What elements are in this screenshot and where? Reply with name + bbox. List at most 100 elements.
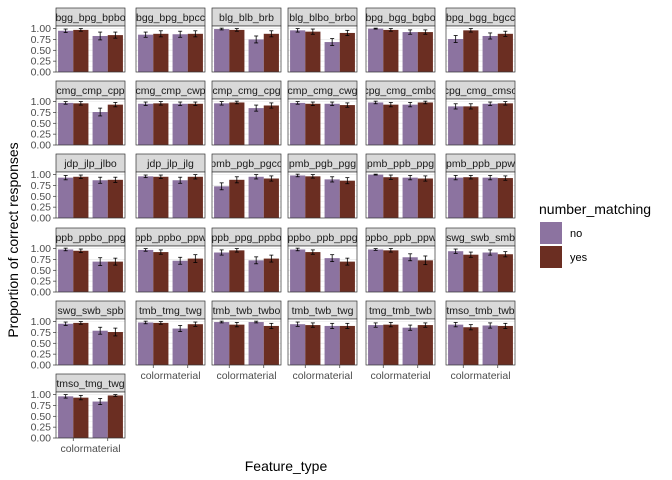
bar — [107, 104, 123, 145]
bar — [172, 180, 188, 218]
panel-border — [211, 171, 282, 219]
bar — [497, 103, 513, 145]
y-tick-label: 0.25 — [31, 276, 52, 288]
facet-label: tmso_tmg_twg — [56, 378, 124, 390]
facet-label: blg_blb_brb — [219, 12, 274, 24]
bar — [73, 397, 89, 438]
y-tick-label: 0.50 — [31, 191, 52, 203]
facet-panel: tmb_tmg_twg colormaterial — [135, 300, 206, 382]
panel-border — [55, 25, 126, 73]
facet-panel: jdp_jlp_jlbo 0.000.250.500.751.00 — [31, 153, 126, 225]
y-tick-label: 1.00 — [31, 243, 52, 255]
panel-border — [445, 171, 516, 219]
x-tick-label: colormaterial — [292, 370, 352, 382]
panel-border — [445, 245, 516, 293]
bar — [417, 325, 433, 365]
y-tick-label: 1.00 — [31, 316, 52, 328]
y-tick-label: 0.75 — [31, 254, 52, 266]
y-tick-label: 0.25 — [31, 56, 52, 68]
panel-border — [135, 25, 206, 73]
bar — [107, 179, 123, 218]
bar — [138, 322, 154, 365]
bar — [290, 324, 306, 365]
facet-label: bpg_bgg_bgbo — [365, 12, 435, 24]
bar — [138, 249, 154, 292]
y-tick-label: 0.75 — [31, 327, 52, 339]
facet-panel: tmso_tmb_twb colormaterial — [445, 300, 516, 382]
bar — [339, 325, 355, 365]
bar — [417, 178, 433, 218]
facet-label: bgg_bpg_bpbo — [55, 12, 125, 24]
bar — [383, 250, 399, 292]
facet-panel: bpg_bgg_bgbo — [365, 7, 436, 73]
bar — [107, 261, 123, 292]
y-tick-label: 0.50 — [31, 118, 52, 130]
x-axis-title: Feature_type — [245, 458, 328, 474]
facet-label: jdp_jlp_jlbo — [63, 158, 117, 170]
bar — [402, 257, 418, 292]
facet-label: bpg_bgg_bgcc — [446, 12, 515, 24]
bar — [248, 260, 264, 292]
bar — [339, 261, 355, 292]
facet-label: tmb_tmg_twg — [139, 305, 202, 317]
y-tick-label: 0.75 — [31, 34, 52, 46]
bar — [290, 30, 306, 72]
bar — [58, 30, 74, 73]
bar — [248, 108, 264, 145]
bar — [482, 35, 498, 72]
x-tick-label: colormaterial — [370, 370, 430, 382]
bar — [73, 250, 89, 292]
bar — [214, 322, 230, 365]
panel-border — [365, 25, 436, 73]
x-tick-label: colormaterial — [60, 443, 120, 455]
facet-panel: tmb_twb_twg colormaterial — [287, 300, 358, 382]
y-tick-label: 0.75 — [31, 180, 52, 192]
legend-title: number_matching — [539, 201, 651, 217]
bar — [107, 332, 123, 365]
bar — [497, 254, 513, 292]
bar — [339, 32, 355, 72]
x-tick-label: colormaterial — [450, 370, 510, 382]
bar — [73, 29, 89, 72]
legend-key — [540, 246, 562, 268]
panel-border — [211, 318, 282, 366]
bar — [92, 35, 108, 72]
bar — [482, 252, 498, 292]
bar — [153, 176, 169, 218]
y-tick-label: 0.50 — [31, 411, 52, 423]
facet-label: pmb_pgb_pgg — [289, 158, 356, 170]
y-tick-label: 0.25 — [31, 129, 52, 141]
y-tick-label: 0.00 — [31, 67, 52, 79]
y-tick-label: 0.50 — [31, 338, 52, 350]
bar — [172, 103, 188, 145]
facet-panel: ppb_ppbo_ppg 0.000.250.500.751.00 — [31, 227, 126, 299]
facet-panel: tmb_twb_twbo colormaterial — [211, 300, 282, 382]
bar — [214, 252, 230, 292]
bar — [497, 33, 513, 72]
bar — [463, 106, 479, 145]
bar — [248, 176, 264, 218]
facet-label: swg_swb_spb — [58, 305, 124, 317]
legend: number_matching no yes — [539, 201, 651, 268]
y-tick-label: 0.00 — [31, 360, 52, 372]
facet-label: pmb_ppb_ppw — [446, 158, 515, 170]
x-tick-label: colormaterial — [216, 370, 276, 382]
facet-panel: tmg_tmb_twb colormaterial — [365, 300, 436, 382]
bar — [290, 102, 306, 145]
panel-border — [135, 245, 206, 293]
bar — [172, 328, 188, 365]
bar — [383, 29, 399, 72]
facet-panel: bgg_bpg_bpcc — [135, 7, 206, 73]
bar — [187, 258, 203, 292]
facet-label: cmg_cmp_cwp — [135, 85, 205, 97]
bar — [214, 186, 230, 218]
facet-label: cpg_cmg_cmbo — [363, 85, 437, 97]
bar — [305, 252, 321, 292]
bar — [92, 330, 108, 365]
bar — [417, 260, 433, 292]
bar — [187, 33, 203, 72]
facet-panel: ppb_ppbo_ppw — [135, 227, 206, 293]
facet-label: swg_swb_smb — [446, 232, 515, 244]
bar — [448, 177, 464, 218]
